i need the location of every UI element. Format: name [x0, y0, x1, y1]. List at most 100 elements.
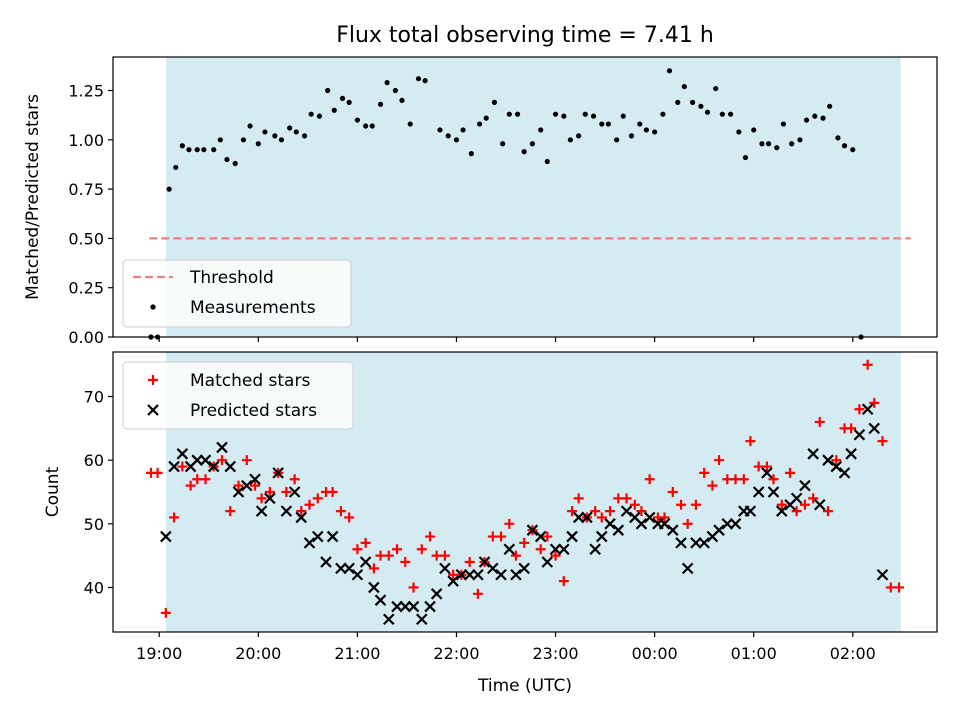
measurement-point — [567, 137, 574, 143]
matched-point — [682, 518, 693, 529]
measurement-point — [201, 147, 207, 153]
measurement-point — [173, 164, 179, 171]
predicted-point — [232, 486, 245, 498]
measurement-point — [186, 147, 192, 153]
predicted-point — [612, 524, 625, 536]
bottom-y-tick-label: 50 — [84, 515, 104, 534]
predicted-point — [807, 448, 819, 460]
top-y-tick-label: 0.00 — [68, 328, 104, 347]
measurement-point — [841, 143, 848, 149]
measurement-point — [247, 123, 253, 129]
matched-point — [289, 474, 300, 485]
top-y-axis-label: Matched/Predicted stars — [23, 94, 43, 300]
predicted-point — [439, 562, 451, 575]
predicted-point — [572, 511, 585, 524]
matched-point — [567, 506, 578, 517]
matched-point — [854, 404, 865, 415]
measurement-point — [765, 141, 772, 147]
predicted-point — [667, 524, 679, 536]
measurement-point — [652, 129, 658, 135]
bottom-plot-area: 40 50 60 70 19:00 20:00 21:00 22:00 23:00 00:00 01… — [84, 351, 938, 663]
bottom-series-matched-stars — [145, 359, 905, 618]
matched-point — [383, 550, 394, 561]
matched-point — [250, 480, 261, 491]
predicted-point — [255, 505, 268, 517]
measurement-point — [460, 127, 466, 133]
measurement-point — [331, 107, 337, 113]
matched-point — [496, 531, 507, 542]
predicted-point — [510, 568, 522, 581]
matched-point — [304, 499, 315, 510]
measurement-point — [407, 121, 413, 127]
measurement-point — [789, 141, 795, 147]
predicted-point — [424, 600, 436, 613]
predicted-point — [681, 562, 694, 575]
matched-point — [785, 467, 796, 478]
measurement-point — [293, 129, 299, 135]
measurement-point — [483, 115, 489, 121]
measurement-point — [506, 111, 512, 117]
matched-point — [233, 480, 244, 491]
predicted-point — [430, 588, 443, 600]
predicted-point — [868, 422, 881, 435]
measurement-point — [325, 87, 331, 94]
predicted-point — [635, 518, 648, 530]
measurement-point — [719, 111, 725, 117]
predicted-point — [447, 575, 459, 587]
top-y-tick-label: 1.25 — [68, 82, 104, 101]
measurement-point — [582, 111, 588, 117]
measurement-point — [736, 129, 742, 135]
predicted-point — [320, 556, 332, 568]
matched-point — [550, 550, 561, 561]
matched-point — [676, 499, 687, 510]
predicted-point — [351, 568, 364, 581]
predicted-point — [518, 562, 530, 575]
matched-point — [344, 512, 355, 523]
matched-point — [296, 506, 307, 517]
predicted-point — [853, 428, 866, 441]
predicted-point — [503, 543, 516, 556]
matched-point — [745, 436, 756, 447]
predicted-point — [407, 600, 420, 613]
predicted-point — [729, 518, 742, 530]
matched-point — [392, 544, 403, 555]
top-axes-frame — [112, 56, 938, 338]
measurement-point — [620, 113, 626, 119]
matched-point — [629, 499, 640, 510]
matched-point — [327, 487, 338, 497]
matched-point — [472, 588, 483, 599]
measurement-point — [780, 121, 787, 127]
measurement-point — [538, 127, 544, 133]
matched-point — [408, 582, 419, 593]
bottom-y-axis-label: Count — [43, 466, 63, 517]
x-tick-label: 23:00 — [532, 644, 578, 663]
measurement-point — [552, 111, 559, 117]
predicted-point — [224, 460, 237, 473]
measurement-point — [445, 133, 451, 139]
predicted-point — [295, 511, 308, 524]
predicted-point — [675, 537, 687, 549]
measurement-point — [812, 113, 818, 119]
x-tick-label: 00:00 — [632, 644, 678, 663]
measurement-point — [415, 76, 422, 82]
legend-matched-swatch — [148, 375, 158, 385]
measurement-point — [529, 141, 536, 147]
legend-matched-label: Matched stars — [190, 371, 310, 391]
bottom-y-tick-label: 60 — [84, 451, 104, 470]
measurement-point — [628, 133, 635, 139]
bottom-legend-box — [122, 361, 354, 430]
predicted-point — [589, 543, 601, 556]
predicted-point — [311, 530, 324, 543]
bottom-y-tick-label: 40 — [84, 578, 104, 597]
matched-point — [335, 506, 346, 517]
matched-point — [425, 531, 436, 542]
predicted-point — [303, 537, 316, 549]
matched-point — [264, 487, 275, 497]
matched-point — [185, 480, 196, 491]
predicted-point — [744, 505, 757, 517]
measurement-point — [166, 186, 172, 192]
x-tick-label: 22:00 — [433, 644, 479, 663]
matched-point — [877, 436, 888, 447]
matched-point — [699, 467, 710, 478]
legend-measurement-swatch — [150, 304, 156, 310]
